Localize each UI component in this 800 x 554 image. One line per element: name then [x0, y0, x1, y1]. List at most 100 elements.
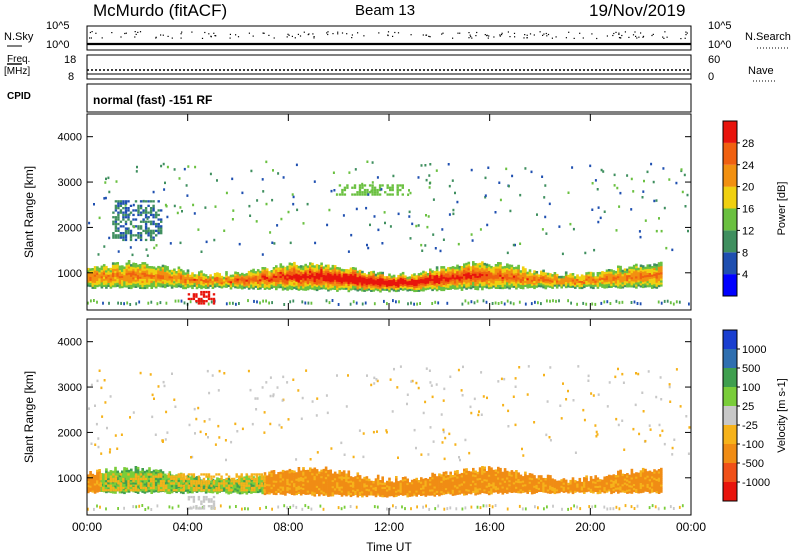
noise-point: [351, 34, 353, 36]
data-cell: [144, 222, 148, 226]
data-cell: [263, 287, 267, 290]
data-cell: [139, 227, 143, 230]
data-cell: [617, 285, 620, 289]
data-cell: [250, 284, 253, 287]
data-cell: [349, 273, 353, 277]
data-cell: [146, 230, 149, 233]
data-cell: [352, 271, 355, 274]
data-cell: [136, 165, 138, 169]
data-cell: [154, 275, 158, 279]
data-cell: [399, 188, 402, 192]
data-cell: [173, 282, 176, 286]
data-cell: [338, 488, 341, 491]
data-cell: [347, 486, 351, 490]
data-cell: [542, 279, 545, 283]
data-cell: [124, 202, 128, 205]
data-cell: [358, 184, 362, 187]
data-cell: [281, 492, 285, 495]
data-cell: [147, 216, 150, 219]
data-cell: [353, 186, 357, 189]
data-cell: [259, 287, 262, 290]
data-cell: [179, 275, 183, 278]
data-cell: [583, 283, 586, 287]
data-cell: [594, 179, 597, 182]
colorbar-tick-label: 16: [742, 204, 754, 216]
data-cell: [119, 202, 123, 205]
data-cell: [453, 272, 457, 276]
data-cell: [299, 474, 303, 478]
noise-point: [618, 33, 620, 35]
data-cell: [232, 284, 235, 288]
data-cell: [322, 479, 326, 482]
data-cell: [147, 301, 150, 305]
data-cell: [451, 276, 455, 279]
data-cell: [580, 278, 584, 281]
data-cell: [366, 160, 369, 163]
data-cell: [89, 282, 92, 285]
data-cell: [519, 276, 523, 279]
data-cell: [487, 166, 490, 169]
data-cell: [91, 268, 95, 271]
data-cell: [306, 285, 310, 289]
data-cell: [286, 280, 289, 283]
data-cell: [309, 467, 312, 470]
data-cell: [476, 269, 480, 272]
data-cell: [327, 270, 330, 274]
data-cell: [200, 274, 203, 277]
data-cell: [293, 478, 296, 482]
data-cell: [250, 483, 253, 486]
data-cell: [127, 286, 131, 289]
data-cell: [143, 280, 147, 283]
data-cell: [143, 268, 147, 271]
data-cell: [641, 269, 645, 272]
data-cell: [626, 276, 629, 280]
data-cell: [87, 480, 90, 483]
data-cell: [658, 217, 660, 220]
data-cell: [378, 188, 382, 192]
data-cell: [508, 286, 511, 290]
data-cell: [408, 284, 412, 287]
data-cell: [313, 485, 317, 489]
data-cell: [232, 278, 235, 282]
data-cell: [379, 273, 382, 277]
data-cell: [646, 266, 650, 269]
data-cell: [315, 479, 319, 482]
data-cell: [580, 286, 584, 290]
data-cell: [313, 265, 317, 268]
data-cell: [105, 280, 108, 283]
data-cell: [166, 276, 169, 279]
data-cell: [528, 271, 532, 274]
data-cell: [399, 490, 403, 493]
data-cell: [619, 269, 622, 273]
data-cell: [144, 209, 148, 212]
data-cell: [367, 280, 371, 283]
data-cell: [451, 268, 455, 271]
data-cell: [299, 273, 303, 276]
data-cell: [408, 488, 412, 491]
data-cell: [256, 279, 260, 282]
data-cell: [225, 480, 228, 484]
data-cell: [657, 276, 661, 279]
data-cell: [179, 279, 183, 282]
data-cell: [617, 277, 620, 281]
data-cell: [125, 285, 129, 288]
data-cell: [431, 286, 434, 290]
data-cell: [474, 275, 477, 278]
data-cell: [295, 264, 298, 268]
data-cell: [132, 473, 135, 476]
data-cell: [111, 274, 115, 278]
data-cell: [299, 279, 303, 282]
data-cell: [131, 253, 134, 257]
data-cell: [147, 200, 150, 203]
data-cell: [544, 282, 548, 286]
data-cell: [329, 281, 332, 285]
data-cell: [161, 475, 165, 478]
data-cell: [168, 275, 172, 279]
data-cell: [485, 300, 488, 304]
data-cell: [669, 301, 672, 305]
data-cell: [232, 488, 235, 491]
data-cell: [311, 285, 314, 288]
data-cell: [327, 264, 330, 267]
data-cell: [148, 467, 151, 470]
data-cell: [422, 270, 425, 274]
